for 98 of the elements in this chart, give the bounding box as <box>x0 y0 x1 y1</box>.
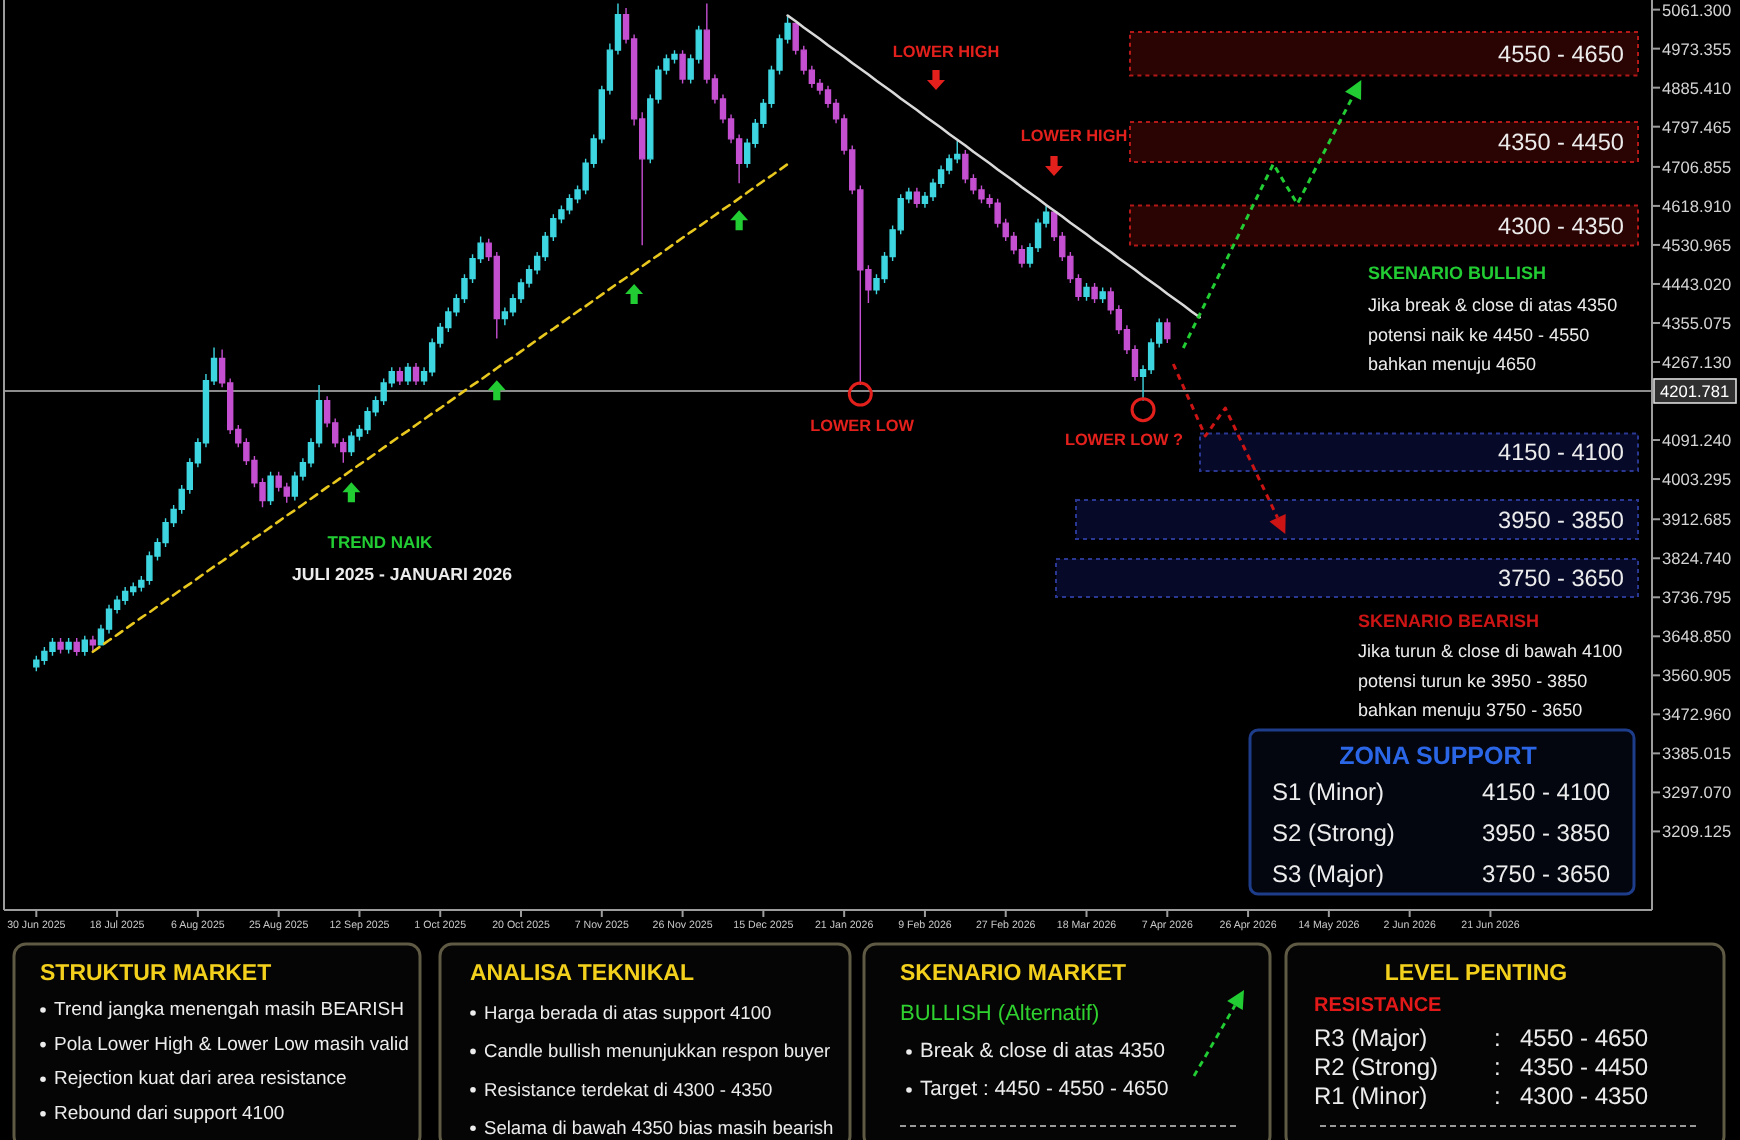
text: Target : 4450 - 4550 - 4650 <box>920 1079 1169 1101</box>
candlestick <box>49 637 56 657</box>
text: Resistance terdekat di 4300 - 4350 <box>484 1079 773 1100</box>
annotation: bahkan menuju 3750 - 3650 <box>1358 700 1583 720</box>
annotation: 4150 - 4100 <box>1481 778 1611 806</box>
candlestick <box>89 635 97 653</box>
candlestick <box>57 637 64 655</box>
annotation: Jika break & close di atas 4350 <box>1368 295 1618 316</box>
annotation: bahkan menuju 4650 <box>1368 354 1537 374</box>
text: LEVEL PENTING <box>1384 962 1568 986</box>
y-tick-label: 4797.465 <box>1662 116 1732 137</box>
annotation: 4550 - 4650 <box>1498 40 1625 68</box>
candlestick <box>1099 286 1106 304</box>
text: Trend jangka menengah masih BEARISH <box>54 999 405 1021</box>
candlestick <box>81 635 88 657</box>
annotation: potensi turun ke 3950 - 3850 <box>1358 671 1588 692</box>
y-tick-label: 4091.240 <box>1662 430 1732 451</box>
annotation: S2 (Strong) <box>1272 819 1395 847</box>
annotation: LOWER LOW <box>810 417 915 435</box>
candlestick <box>1091 282 1098 304</box>
line-series <box>91 162 789 654</box>
text: BULLISH (Alternatif) <box>900 1002 1100 1026</box>
text: RESISTANCE <box>1314 995 1443 1017</box>
annotation: S1 (Minor) <box>1272 778 1385 806</box>
annotation: 3950 - 3850 <box>1498 506 1625 534</box>
y-tick-label: 5061.300 <box>1662 0 1732 20</box>
candlestick <box>121 586 129 606</box>
candlestick <box>566 193 573 215</box>
y-tick-label: 3824.740 <box>1662 548 1732 569</box>
candlestick <box>404 362 412 386</box>
text: Selama di bawah 4350 bias masih bearish <box>484 1118 834 1139</box>
annotation: 4150 - 4100 <box>1498 438 1625 466</box>
candlestick <box>267 470 274 506</box>
annotation: LOWER LOW ? <box>1064 431 1184 449</box>
text: R1 (Minor) <box>1314 1081 1428 1110</box>
text: Pola Lower High & Lower Low masih valid <box>54 1033 409 1056</box>
annotation: S3 (Major) <box>1272 860 1385 888</box>
annotation: 4350 - 4450 <box>1498 128 1625 156</box>
y-tick-label: 4885.410 <box>1662 77 1732 98</box>
candlestick <box>73 637 80 657</box>
y-tick-label: 4355.075 <box>1662 312 1732 333</box>
text: R3 (Major) <box>1314 1024 1428 1052</box>
y-tick-label: 4530.965 <box>1662 234 1732 255</box>
annotation: TREND NAIK <box>327 532 435 552</box>
text: Candle bullish menunjukkan respon buyer <box>484 1041 831 1062</box>
candlestick <box>1164 317 1171 344</box>
text: Harga berada di atas support 4100 <box>484 1003 772 1023</box>
y-tick-label: 3912.685 <box>1662 509 1732 530</box>
candlestick <box>412 362 420 386</box>
text: : <box>1494 1024 1501 1052</box>
y-tick-label: 4973.355 <box>1662 38 1732 59</box>
text: 4300 - 4350 <box>1520 1081 1649 1110</box>
text: Rebound dari support 4100 <box>54 1102 285 1125</box>
annotation: 3750 - 3650 <box>1498 564 1625 592</box>
y-tick-label: 3385.015 <box>1662 743 1732 764</box>
y-tick-label: 3209.125 <box>1662 821 1732 842</box>
annotation: JULI 2025 - JANUARI 2026 <box>291 564 513 584</box>
annotation: 3950 - 3850 <box>1481 819 1611 847</box>
text: ZONA SUPPORT <box>1339 742 1538 770</box>
y-tick-label: 4706.855 <box>1662 156 1732 177</box>
y-tick-label: 4618.910 <box>1662 195 1732 216</box>
annotation: SKENARIO BEARISH <box>1358 611 1540 632</box>
text: 4350 - 4450 <box>1520 1052 1649 1081</box>
y-tick-label: 4443.020 <box>1662 273 1732 294</box>
text: SKENARIO MARKET <box>900 962 1127 986</box>
candlestick <box>679 49 686 85</box>
text: Break & close di atas 4350 <box>920 1041 1166 1063</box>
y-tick-label: 3560.905 <box>1662 665 1732 686</box>
annotation: 4300 - 4350 <box>1498 212 1625 240</box>
annotation: potensi naik ke 4450 - 4550 <box>1368 324 1590 345</box>
annotation: LOWER HIGH <box>1020 127 1128 145</box>
text: STRUKTUR MARKET <box>40 962 272 986</box>
candlestick <box>130 581 137 597</box>
text: Rejection kuat dari area resistance <box>54 1068 347 1091</box>
text: : <box>1494 1081 1501 1110</box>
y-tick-label: 4003.295 <box>1662 469 1732 490</box>
candlestick <box>65 637 72 655</box>
y-tick-label: 3472.960 <box>1662 704 1732 725</box>
annotation: Jika turun & close di bawah 4100 <box>1358 641 1623 662</box>
text: R2 (Strong) <box>1314 1052 1439 1081</box>
y-tick-label: 3736.795 <box>1662 587 1732 608</box>
candlestick <box>396 366 404 386</box>
annotation: 3750 - 3650 <box>1481 860 1611 888</box>
annotation: LOWER HIGH <box>892 43 1000 61</box>
text: : <box>1494 1052 1501 1081</box>
candlestick <box>348 431 355 457</box>
annotation: SKENARIO BULLISH <box>1368 263 1547 284</box>
ref-line-label: 4201.781 <box>1660 380 1730 401</box>
y-tick-label: 4267.130 <box>1662 351 1732 372</box>
line-series <box>786 14 1201 319</box>
text: 4550 - 4650 <box>1520 1024 1649 1052</box>
candlestick <box>33 655 40 672</box>
candlestick <box>1083 282 1090 302</box>
text: ANALISA TEKNIKAL <box>470 962 695 986</box>
y-tick-label: 3297.070 <box>1662 782 1732 803</box>
candlestick <box>913 186 921 209</box>
candlestick <box>41 646 48 666</box>
y-tick-label: 3648.850 <box>1662 626 1732 647</box>
